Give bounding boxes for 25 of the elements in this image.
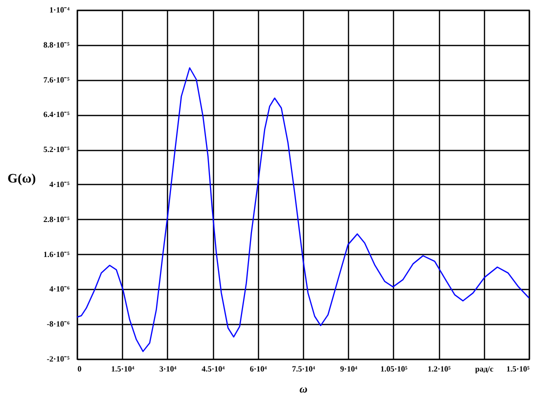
- x-tick-label: 4.5·10⁴: [202, 364, 226, 374]
- y-tick-label: 4·10⁻⁶: [49, 284, 70, 294]
- x-tick-label: 7.5·10⁴: [292, 364, 316, 374]
- x-tick-label: 6·10⁴: [250, 364, 268, 374]
- x-tick-label: 0: [78, 364, 82, 374]
- x-tick-label: 9·10⁴: [340, 364, 358, 374]
- y-tick-label: 1·10⁻⁴: [49, 6, 70, 14]
- x-tick-label: 1.05·10⁵: [380, 364, 408, 374]
- y-tick-label: 2.8·10⁻⁵: [43, 214, 70, 224]
- x-tick-label: 1.2·10⁵: [428, 364, 452, 374]
- y-axis-title: G(ω): [8, 170, 36, 186]
- x-tick-label: рад/с: [475, 364, 494, 374]
- x-tick-label: 1.5·10⁵: [506, 364, 530, 374]
- y-tick-label: 1.6·10⁻⁵: [43, 250, 70, 259]
- x-tick-label: 3·10⁴: [159, 364, 178, 374]
- y-tick-label: 7.6·10⁻⁵: [43, 75, 70, 84]
- y-tick-label: 6.4·10⁻⁵: [43, 110, 70, 120]
- line-series: [76, 67, 530, 352]
- y-tick-label: -2·10⁻⁵: [46, 354, 70, 364]
- x-tick-label: 1.5·10⁴: [111, 364, 135, 374]
- y-tick-label: -8·10⁻⁶: [46, 320, 70, 329]
- x-axis-title: ω: [300, 384, 308, 396]
- y-tick-label: 4·10⁻⁵: [49, 180, 70, 189]
- y-tick-label: 8.8·10⁻⁵: [43, 40, 70, 50]
- y-tick-label: 5.2·10⁻⁵: [43, 145, 70, 154]
